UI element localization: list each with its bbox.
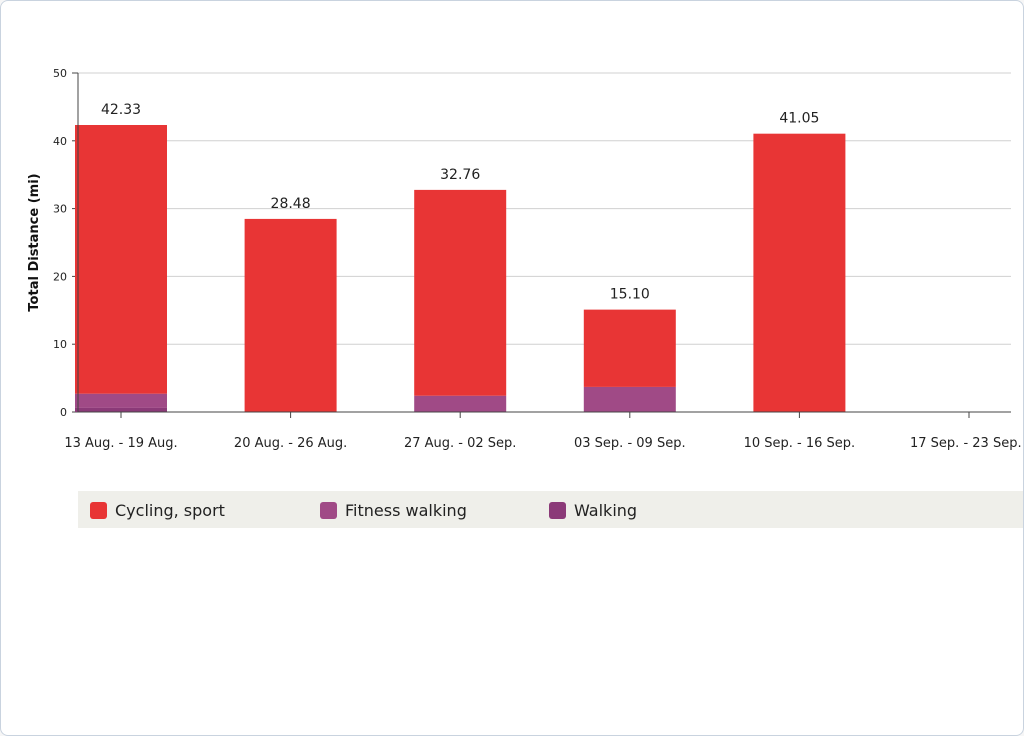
legend: Cycling, sport Fitness walking Walking (78, 491, 1023, 528)
legend-label-cycling: Cycling, sport (115, 500, 225, 520)
data-label: 42.33 (101, 102, 141, 118)
y-axis-title: Total Distance (mi) (27, 173, 42, 311)
data-label: 41.05 (779, 111, 819, 127)
bar-cycling-sport-4 (753, 133, 846, 412)
x-tick-label: 03 Sep. - 09 Sep. (574, 436, 686, 451)
y-tick-label: 50 (53, 67, 67, 80)
legend-item-walking[interactable]: Walking (549, 500, 637, 520)
legend-label-fitness-walking: Fitness walking (345, 500, 467, 520)
legend-item-cycling[interactable]: Cycling, sport (90, 500, 225, 520)
x-tick-label: 10 Sep. - 16 Sep. (744, 436, 856, 451)
legend-label-walking: Walking (574, 500, 638, 520)
bar-cycling-sport-0 (75, 125, 167, 394)
legend-item-fitness-walking[interactable]: Fitness walking (320, 500, 467, 520)
data-label: 32.76 (440, 167, 480, 183)
x-tick-label: 27 Aug. - 02 Sep. (404, 436, 516, 451)
legend-swatch-walking (549, 501, 566, 519)
legend-swatch-fitness-walking (320, 501, 337, 519)
y-tick-label: 0 (60, 406, 67, 419)
x-tick-label: 13 Aug. - 19 Aug. (64, 436, 177, 451)
x-tick-label: 20 Aug. - 26 Aug. (234, 436, 347, 451)
bar-fitness-walking-0 (75, 393, 167, 408)
bar-fitness-walking-3 (583, 386, 676, 412)
y-tick-label: 30 (53, 203, 67, 216)
bar-cycling-sport-3 (583, 309, 676, 387)
legend-swatch-cycling (90, 501, 107, 519)
x-tick-label: 17 Sep. - 23 Sep. (910, 436, 1022, 451)
bar-walking-0 (75, 407, 167, 412)
bar-chart: 0 10 20 30 40 50 42.33 28.48 32.76 15.10 41.05 13 A… (27, 67, 1022, 451)
data-label: 15.10 (610, 287, 650, 303)
bar-cycling-sport-1 (244, 218, 337, 412)
y-tick-label: 40 (53, 135, 67, 148)
y-tick-label: 20 (53, 270, 67, 283)
data-label: 28.48 (271, 196, 311, 212)
bar-fitness-walking-2 (414, 395, 507, 412)
bar-cycling-sport-2 (414, 189, 507, 396)
y-tick-label: 10 (53, 338, 67, 351)
